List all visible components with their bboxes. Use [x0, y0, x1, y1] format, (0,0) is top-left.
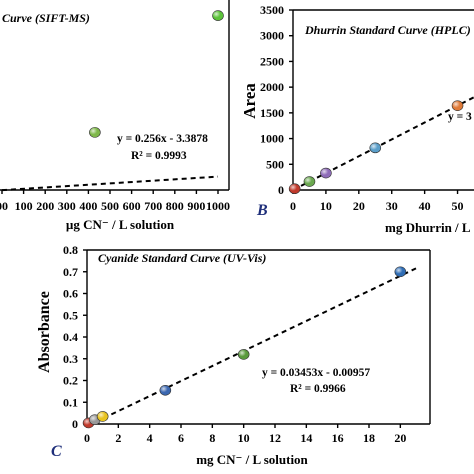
y-tick-label: 0.4: [63, 330, 78, 344]
y-tick-label: 0.6: [63, 287, 78, 301]
panel-c-r2: R² = 0.9966: [290, 383, 346, 395]
x-tick-label: 300: [58, 199, 76, 213]
x-tick-label: 18: [363, 431, 375, 445]
y-tick-label: 0: [72, 417, 78, 431]
x-tick-label: 20: [353, 199, 365, 213]
y-tick-label: 0: [278, 183, 284, 197]
x-tick-label: 800: [166, 199, 184, 213]
x-tick-label: 400: [79, 199, 97, 213]
panel-a-x-label: µg CN⁻ / L solution: [66, 217, 175, 232]
x-tick-label: 900: [187, 199, 205, 213]
panel-b-title: Dhurrin Standard Curve (HPLC): [304, 23, 471, 37]
x-tick-label: 500: [101, 199, 119, 213]
data-point: [237, 349, 250, 360]
data-point: [159, 384, 172, 396]
panel-c-ticks: 0 2 4 6 8 10 12 14 16 18 20 0 0.1 0.2 0.3 0.4 0.5 0.6 0.7 0…: [63, 243, 406, 445]
panel-a-points: [89, 10, 224, 138]
data-point: [320, 167, 332, 179]
x-tick-label: 1000: [206, 199, 230, 213]
x-tick-label: 30: [386, 199, 398, 213]
panel-c-x-label: mg CN⁻ / L solution: [196, 452, 308, 467]
x-tick-label: 16: [332, 431, 344, 445]
panel-a-sift-ms: Curve (SIFT-MS) y = 0.256x - 3.3878 R² =…: [0, 0, 230, 232]
panel-b-x-label: mg Dhurrin / L: [385, 220, 471, 235]
data-point: [288, 183, 301, 195]
x-tick-label: 00: [0, 199, 8, 213]
data-point: [369, 142, 382, 154]
y-tick-label: 0.7: [63, 265, 78, 279]
panel-b-equation: y = 3: [448, 111, 472, 123]
panel-b-points: [288, 100, 464, 195]
panel-c-title: Cyanide Standard Curve (UV-Vis): [98, 251, 266, 265]
y-tick-label: 3000: [260, 29, 284, 43]
y-tick-label: 0.8: [63, 243, 78, 257]
x-tick-label: 14: [300, 431, 312, 445]
data-point: [394, 266, 407, 278]
panel-c-points: [82, 266, 407, 429]
x-tick-label: 10: [238, 431, 250, 445]
y-tick-label: 0.3: [63, 352, 78, 366]
x-tick-label: 4: [147, 431, 153, 445]
x-tick-label: 50: [452, 199, 464, 213]
y-tick-label: 500: [266, 157, 284, 171]
x-tick-label: 200: [36, 199, 54, 213]
data-point: [89, 127, 101, 138]
panel-b-fit-line-group: [292, 96, 474, 191]
y-tick-label: 1500: [260, 106, 284, 120]
fit-line: [1, 175, 219, 192]
panel-c-fit-line-group: [86, 267, 417, 427]
y-tick-label: 0.1: [63, 395, 78, 409]
data-point: [96, 411, 109, 422]
fit-line: [86, 267, 417, 427]
x-tick-label: 12: [269, 431, 281, 445]
panel-a-r2: R² = 0.9993: [131, 150, 187, 162]
panel-a-equation: y = 0.256x - 3.3878: [117, 133, 208, 145]
x-tick-label: 0: [84, 431, 90, 445]
y-tick-label: 2000: [260, 80, 284, 94]
panel-c-y-label: Absorbance: [36, 291, 53, 373]
y-tick-label: 0.5: [63, 308, 78, 322]
panel-b-y-label: Area: [240, 83, 259, 119]
panel-c-letter: C: [51, 443, 62, 460]
panel-a-fit-line-group: [1, 175, 219, 192]
x-tick-label: 700: [144, 199, 162, 213]
panel-b-letter: B: [256, 202, 268, 219]
x-tick-label: 600: [123, 199, 141, 213]
panel-a-title: Curve (SIFT-MS): [2, 11, 90, 25]
x-tick-label: 0: [290, 199, 296, 213]
panel-c-equation: y = 0.03453x - 0.00957: [262, 367, 370, 379]
x-tick-label: 40: [419, 199, 431, 213]
x-tick-label: 20: [394, 431, 406, 445]
fit-line: [292, 96, 474, 191]
panel-c-uv-vis: Cyanide Standard Curve (UV-Vis) y = 0.03…: [36, 243, 431, 467]
panel-b-hplc: Dhurrin Standard Curve (HPLC) y = 3 mg D…: [240, 3, 474, 235]
y-tick-label: 2500: [260, 54, 284, 68]
x-tick-label: 8: [209, 431, 215, 445]
data-point: [212, 10, 224, 21]
x-tick-label: 2: [115, 431, 121, 445]
x-tick-label: 10: [320, 199, 332, 213]
y-tick-label: 0.2: [63, 374, 78, 388]
data-point: [303, 176, 316, 187]
data-point: [451, 100, 464, 111]
y-tick-label: 3500: [260, 3, 284, 17]
x-tick-label: 100: [15, 199, 33, 213]
y-tick-label: 1000: [260, 132, 284, 146]
x-tick-label: 6: [178, 431, 184, 445]
